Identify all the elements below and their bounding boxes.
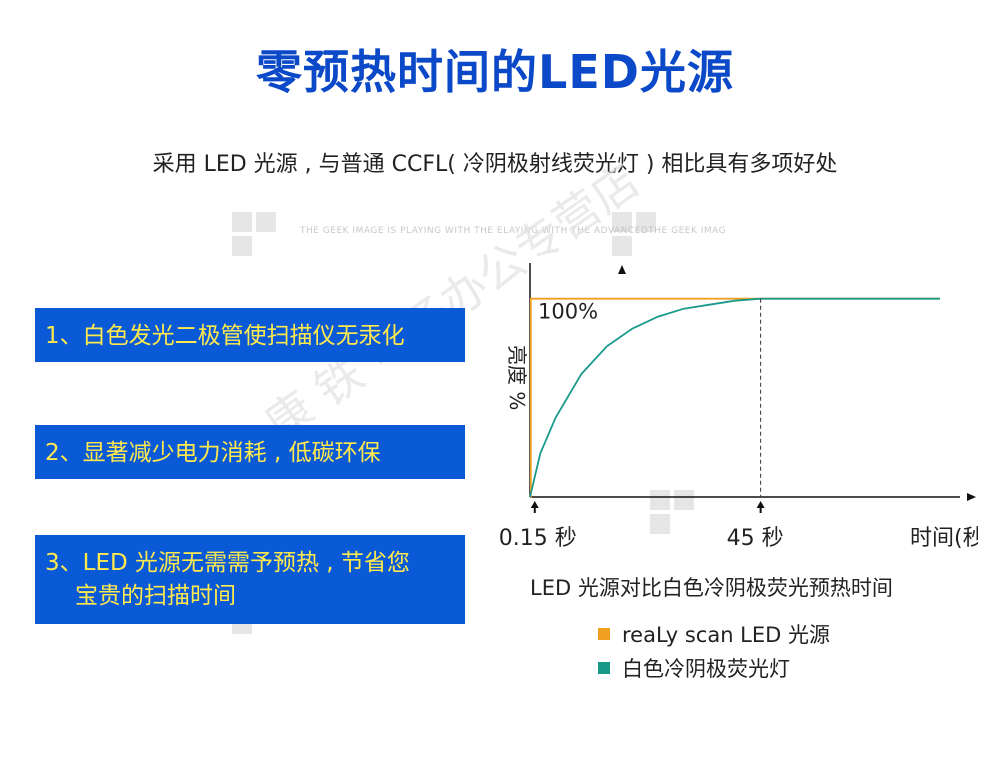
x-tick-label: 0.15 秒 <box>499 526 577 551</box>
y-axis-arrow-icon <box>618 265 626 274</box>
benefit-box-1: 1、白色发光二极管使扫描仪无汞化 <box>35 308 465 362</box>
chart-caption: LED 光源对比白色冷阴极荧光预热时间 <box>530 576 893 600</box>
chart-legend: reaLy scan LED 光源 白色冷阴极荧光灯 <box>598 617 830 685</box>
watermark-banner-text: THE GEEK IMAGE IS PLAYING WITH THE ELAYI… <box>300 226 727 236</box>
legend-swatch-led <box>598 628 610 640</box>
legend-label-ccfl: 白色冷阴极荧光灯 <box>622 657 790 681</box>
legend-swatch-ccfl <box>598 662 610 674</box>
x-tick-label: 45 秒 <box>727 526 784 551</box>
x-axis-arrow-icon <box>967 493 976 501</box>
warmup-chart: 100% 亮度 % 0.15 秒 45 秒 时间(秒) <box>488 255 990 555</box>
tick-marker-arrow-icon <box>756 501 765 513</box>
benefit-text: 1、白色发光二极管使扫描仪无汞化 <box>45 323 405 349</box>
y-annotation-100: 100% <box>538 300 598 324</box>
watermark-logo-icon <box>232 212 280 256</box>
page-subtitle: 采用 LED 光源 , 与普通 CCFL( 冷阴极射线荧光灯 ) 相比具有多项好… <box>152 152 838 177</box>
y-axis-label: 亮度 % <box>505 345 529 410</box>
watermark-logo-icon <box>612 212 660 256</box>
series-led-line <box>529 297 940 498</box>
watermark-logo-icon <box>650 490 698 534</box>
legend-label-led: reaLy scan LED 光源 <box>622 623 830 647</box>
legend-item-led: reaLy scan LED 光源 <box>598 617 830 651</box>
x-tick-label: 时间(秒) <box>910 526 978 551</box>
chart-svg: 100% 亮度 % 0.15 秒 45 秒 时间(秒) <box>499 263 990 551</box>
benefit-box-2: 2、显著减少电力消耗 , 低碳环保 <box>35 425 465 479</box>
legend-item-ccfl: 白色冷阴极荧光灯 <box>598 651 830 685</box>
benefit-text: 3、LED 光源无需需予预热 , 节省您 <box>45 550 410 576</box>
series-ccfl-line <box>529 297 940 498</box>
benefit-text-continuation: 宝贵的扫描时间 <box>75 583 236 609</box>
benefit-box-3: 3、LED 光源无需需予预热 , 节省您 宝贵的扫描时间 <box>35 535 465 624</box>
tick-marker-arrow-icon <box>530 501 539 513</box>
benefit-text: 2、显著减少电力消耗 , 低碳环保 <box>45 440 381 466</box>
page-title: 零预热时间的LED光源 <box>256 45 734 99</box>
